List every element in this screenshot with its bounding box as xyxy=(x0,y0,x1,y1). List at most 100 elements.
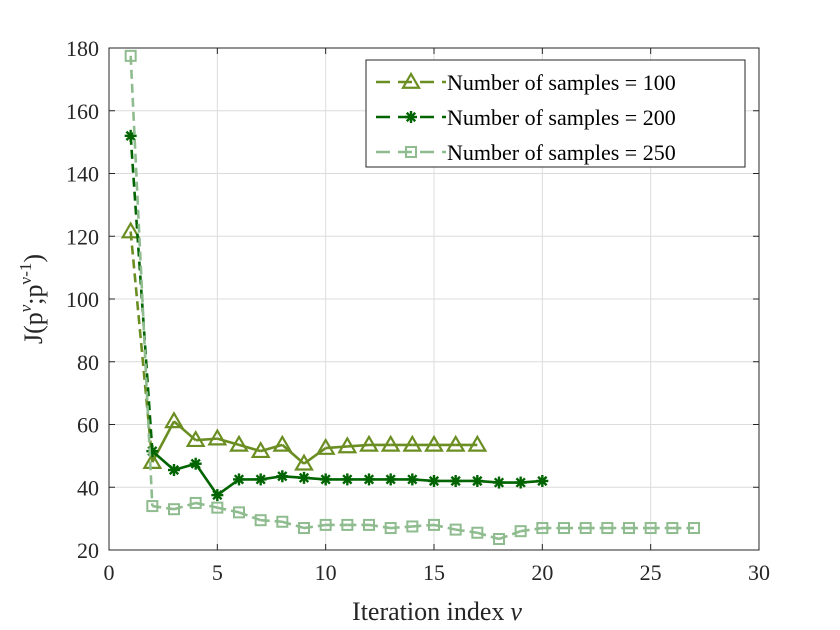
x-tick-label: 0 xyxy=(104,560,115,585)
data-point xyxy=(471,474,484,487)
y-tick-label: 180 xyxy=(66,36,99,61)
data-point xyxy=(276,515,289,528)
data-point xyxy=(445,434,466,452)
data-point xyxy=(319,518,332,531)
data-point xyxy=(493,476,505,489)
data-point xyxy=(514,476,527,489)
data-point xyxy=(298,522,310,535)
data-point xyxy=(315,437,336,455)
y-tick-label: 80 xyxy=(77,350,99,375)
data-point xyxy=(579,522,592,535)
series-segment xyxy=(476,531,500,541)
data-point xyxy=(146,500,159,513)
series-3 xyxy=(124,49,700,546)
data-point xyxy=(449,523,462,536)
data-point xyxy=(384,522,397,535)
legend-marker xyxy=(405,111,417,123)
series-segment xyxy=(238,511,262,522)
series-1 xyxy=(120,221,488,471)
tick-layer: 0 5 10 15 20 25 30 20 40 60 80 100 120 140 160 180 xyxy=(66,36,770,585)
legend: Number of samples = 100 Number of samples… xyxy=(365,59,746,168)
series-segment xyxy=(498,529,522,541)
series-segment xyxy=(455,528,478,535)
data-point xyxy=(276,470,289,483)
data-point xyxy=(168,463,180,476)
x-axis-title-text: Iteration index xyxy=(352,597,504,626)
series-segment xyxy=(173,501,197,511)
x-tick-label: 25 xyxy=(640,560,662,585)
data-point xyxy=(272,434,293,452)
data-point xyxy=(384,473,397,486)
data-point xyxy=(471,526,484,539)
data-point xyxy=(164,411,184,429)
x-tick-label: 15 xyxy=(423,560,445,585)
y-tick-label: 120 xyxy=(66,224,99,249)
data-point xyxy=(233,506,245,519)
series-segment xyxy=(152,504,175,511)
data-point xyxy=(298,471,310,484)
legend-marker xyxy=(405,146,417,158)
legend-marker xyxy=(401,71,421,89)
data-point xyxy=(294,453,314,471)
series-segment xyxy=(520,526,543,533)
data-point xyxy=(189,496,202,509)
data-point xyxy=(380,434,401,452)
data-point xyxy=(189,457,202,470)
series-2 xyxy=(124,129,549,502)
data-point xyxy=(185,429,206,448)
y-tick-label: 20 xyxy=(77,538,99,563)
data-point xyxy=(428,518,440,531)
y-tick-label: 100 xyxy=(66,287,99,312)
series-segment xyxy=(303,523,326,530)
x-axis-title: Iteration index ν xyxy=(352,597,522,626)
data-point xyxy=(406,473,419,486)
series-segment xyxy=(194,462,219,496)
series-segment xyxy=(433,523,456,531)
data-point xyxy=(449,474,462,487)
legend-item-3: Number of samples = 250 xyxy=(376,140,676,165)
data-point xyxy=(644,522,657,535)
series-segment xyxy=(281,520,305,530)
data-point xyxy=(402,434,423,452)
data-point xyxy=(168,503,180,516)
data-point xyxy=(341,473,354,486)
data-point xyxy=(319,473,332,486)
y-tick-label: 160 xyxy=(66,99,99,124)
x-tick-label: 30 xyxy=(748,560,770,585)
data-point xyxy=(250,440,271,459)
data-point xyxy=(536,474,549,487)
data-point xyxy=(428,474,440,487)
y-tick-label: 140 xyxy=(66,162,99,187)
data-point xyxy=(211,489,224,502)
data-point xyxy=(467,434,488,452)
data-point xyxy=(666,522,679,535)
data-point xyxy=(359,434,379,452)
x-axis-title-symbol: ν xyxy=(510,597,522,626)
legend-item-2: Number of samples = 200 xyxy=(376,105,676,130)
data-point xyxy=(142,451,163,470)
y-tick-label: 40 xyxy=(77,475,99,500)
y-axis-title: J(pν;pν-1) xyxy=(16,254,48,344)
legend-item-1: Number of samples = 100 xyxy=(376,70,676,95)
series-segment xyxy=(129,135,154,452)
data-point xyxy=(536,522,549,535)
data-point xyxy=(207,428,228,446)
legend-label: Number of samples = 200 xyxy=(447,105,676,130)
series-layer xyxy=(120,49,700,546)
legend-label: Number of samples = 100 xyxy=(447,70,676,95)
data-point xyxy=(363,473,375,486)
series-segment xyxy=(412,523,435,528)
data-point xyxy=(341,518,354,531)
data-point xyxy=(688,522,700,535)
legend-label: Number of samples = 250 xyxy=(447,140,676,165)
series-segment xyxy=(390,525,413,530)
series-segment xyxy=(217,506,240,514)
data-point xyxy=(229,434,249,452)
data-point xyxy=(337,436,358,454)
data-point xyxy=(623,522,635,535)
data-point xyxy=(601,522,614,535)
x-tick-label: 5 xyxy=(212,560,223,585)
series-segment xyxy=(368,523,391,530)
data-point xyxy=(120,221,141,239)
